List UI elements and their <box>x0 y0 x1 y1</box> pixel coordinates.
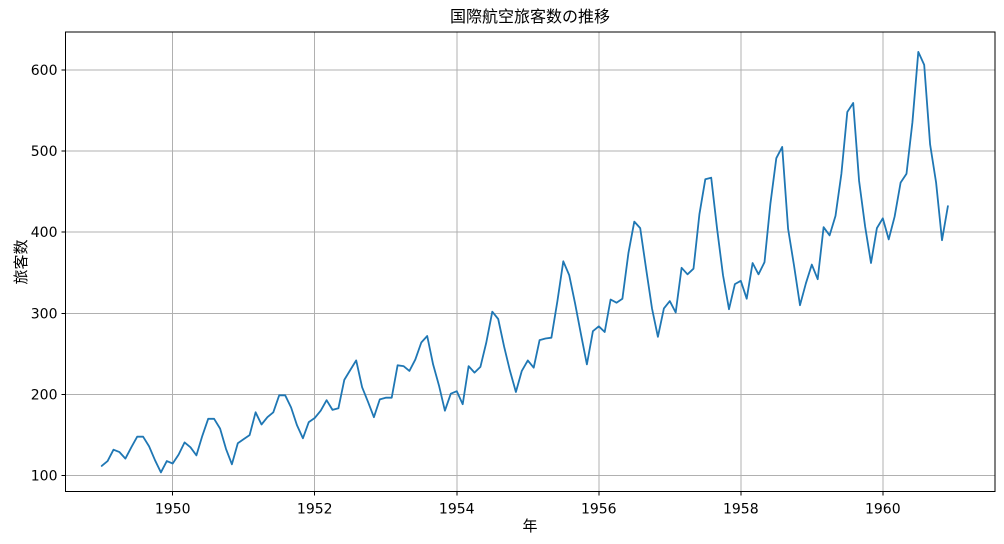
y-tick-label: 500 <box>31 144 58 160</box>
tick-layer: 1950 1952 1954 1956 1958 1960 100 200 300 400 500 6… <box>31 63 901 518</box>
x-tick-label: 1952 <box>297 502 333 518</box>
x-tick-label: 1960 <box>865 502 901 518</box>
x-tick-label: 1950 <box>155 502 191 518</box>
y-tick-label: 200 <box>31 387 58 403</box>
y-tick-label: 100 <box>31 469 58 485</box>
x-tick-label: 1956 <box>581 502 617 518</box>
plot-frame <box>65 31 996 492</box>
series-layer <box>100 51 949 474</box>
y-tick-label: 600 <box>31 63 58 79</box>
y-tick-label: 400 <box>31 225 58 241</box>
passenger-series-line <box>100 51 949 474</box>
grid-layer <box>65 32 995 492</box>
y-tick-label: 300 <box>31 306 58 322</box>
x-axis-label: 年 <box>522 517 537 535</box>
x-tick-label: 1954 <box>439 502 475 518</box>
y-axis-label: 旅客数 <box>12 239 30 284</box>
x-tick-label: 1958 <box>723 502 759 518</box>
chart-title: 国際航空旅客数の推移 <box>450 7 610 26</box>
